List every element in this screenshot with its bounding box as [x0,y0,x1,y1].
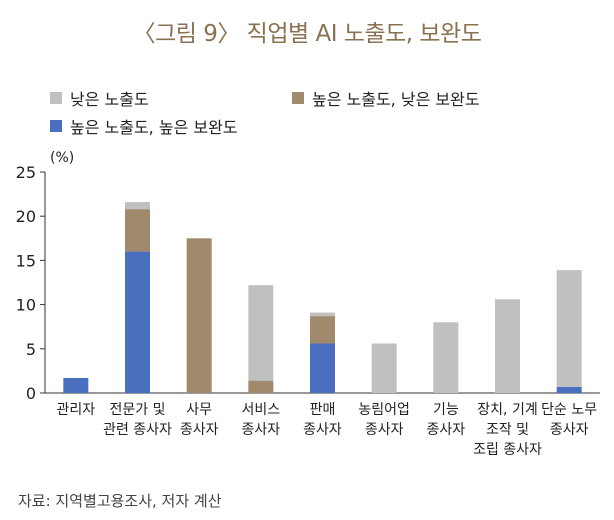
x-tick-label-line: 종사자 [242,422,281,438]
y-tick-label: 10 [16,296,36,315]
y-tick-label: 0 [26,384,36,403]
x-tick-label-line: 조작 및 [486,422,529,438]
x-tick-label-line: 단순 노무 [541,402,597,418]
y-tick-label: 25 [16,163,36,182]
x-tick-label-line: 관련 종사자 [103,422,172,438]
legend-item-high-exp-low-comp: 높은 노출도, 낮은 보완도 [292,86,480,110]
x-tick-label-line: 전문가 및 [110,402,166,418]
bar-segment-high-exp-low-comp [310,316,335,344]
x-tick-label-line: 기능 [433,402,459,418]
x-tick-label-line: 종사자 [180,422,219,438]
bar-segment-high-exp-high-comp [310,343,335,393]
bar-segment-low-exposure [371,343,397,393]
x-tick-label-line: 종사자 [365,422,404,438]
y-tick-label: 20 [16,207,36,226]
x-tick-label-line: 종사자 [303,422,342,438]
x-tick-label-line: 조립 종사자 [473,442,542,458]
legend-swatch-low-exposure [50,92,62,104]
bar-segment-high-exp-low-comp [125,209,150,252]
legend-label-high-exp-high-comp: 높은 노출도, 높은 보완도 [70,118,238,137]
bar-segment-low-exposure [433,322,459,393]
legend-swatch-high-exp-high-comp [50,120,62,132]
legend-swatch-high-exp-low-comp [292,92,304,104]
x-tick-label-line: 장치, 기계 [477,402,537,418]
x-tick-label-line: 종사자 [550,422,589,438]
legend-item-high-exp-high-comp: 높은 노출도, 높은 보완도 [50,114,238,138]
x-tick-label: 관리자 [57,402,96,418]
bar-segment-low-exposure [310,312,335,317]
x-tick-label-line: 종사자 [427,422,466,438]
bar-segment-low-exposure [248,285,274,381]
legend-item-low-exposure: 낮은 노출도 [50,86,149,110]
legend-label-low-exposure: 낮은 노출도 [70,90,149,109]
bar-segment-high-exp-low-comp [248,380,274,393]
y-tick-label: 15 [16,251,36,270]
bar-segment-high-exp-high-comp [125,251,150,393]
x-tick-label-line: 농림어업 [358,402,410,418]
legend-label-high-exp-low-comp: 높은 노출도, 낮은 보완도 [312,90,480,109]
bar-segment-low-exposure [556,270,582,387]
x-tick-label-line: 사무 [186,402,212,418]
bar-segment-low-exposure [125,202,150,210]
bar-segment-high-exp-high-comp [63,377,89,393]
chart-title: 〈그림 9〉 직업별 AI 노출도, 보완도 [132,21,482,47]
bar-segment-low-exposure [495,299,520,393]
x-tick-label-line: 판매 [310,402,336,418]
bar-segment-high-exp-high-comp [556,386,582,393]
y-axis-unit-label: (%) [50,150,74,166]
y-tick-label: 5 [26,340,36,359]
bar-segment-high-exp-low-comp [186,238,212,393]
source-note: 자료: 지역별고용조사, 저자 계산 [18,492,222,510]
x-tick-label-line: 관리자 [57,402,96,418]
x-tick-label-line: 서비스 [242,402,281,418]
